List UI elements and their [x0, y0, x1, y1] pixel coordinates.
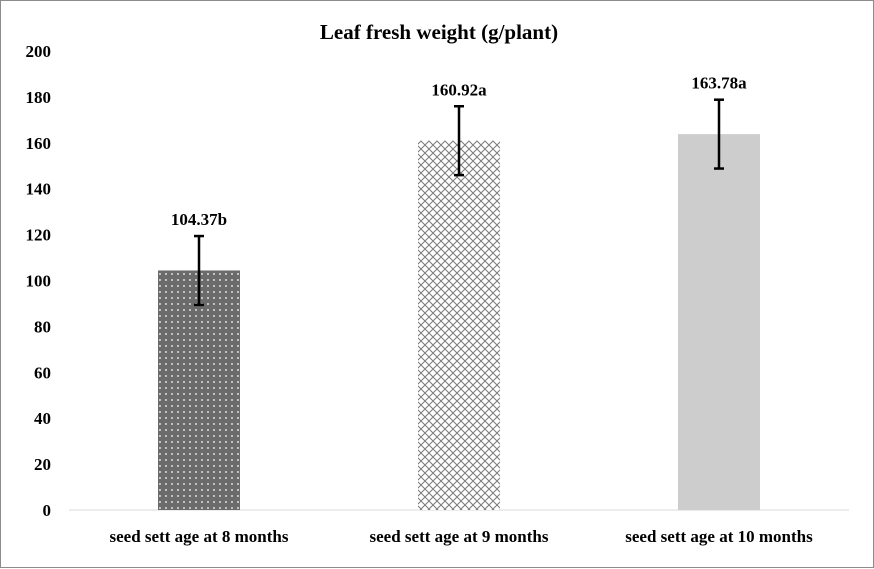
category-label: seed sett age at 8 months [110, 527, 289, 546]
category-label: seed sett age at 10 months [625, 527, 813, 546]
category-labels-group: seed sett age at 8 months seed sett age a… [110, 527, 814, 546]
y-tick-label: 40 [34, 409, 51, 428]
category-label: seed sett age at 9 months [370, 527, 549, 546]
chart-title: Leaf fresh weight (g/plant) [320, 20, 558, 44]
y-tick-label: 180 [26, 88, 52, 107]
error-bar [454, 105, 464, 177]
bar [678, 134, 760, 511]
error-bar [194, 234, 204, 307]
y-tick-label: 80 [34, 317, 51, 336]
bars-group [158, 134, 760, 511]
data-label: 104.37b [171, 210, 227, 229]
error-bars-group [194, 98, 724, 307]
y-axis-ticks: 0 20 40 60 80 100 120 140 160 180 200 [26, 42, 52, 520]
y-tick-label: 140 [26, 180, 52, 199]
bar [418, 140, 500, 510]
data-labels-group: 104.37b 160.92a 163.78a [171, 74, 747, 229]
data-label: 160.92a [431, 80, 487, 99]
y-tick-label: 60 [34, 363, 51, 382]
y-tick-label: 160 [26, 134, 52, 153]
y-tick-label: 0 [43, 501, 52, 520]
error-bar [714, 98, 724, 170]
data-label: 163.78a [691, 74, 747, 93]
y-tick-label: 120 [26, 226, 52, 245]
y-tick-label: 20 [34, 455, 51, 474]
y-tick-label: 100 [26, 272, 52, 291]
bar [158, 270, 240, 510]
y-tick-label: 200 [26, 42, 52, 61]
